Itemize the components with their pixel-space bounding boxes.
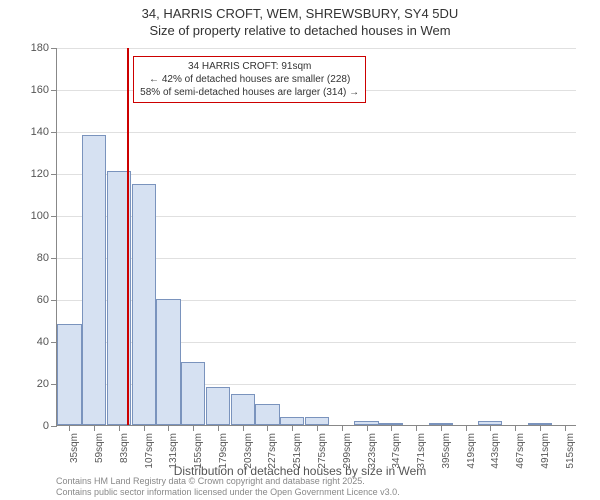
- histogram-bar: [132, 184, 156, 426]
- y-tick-label: 180: [31, 42, 57, 54]
- y-tick-label: 40: [37, 336, 57, 348]
- histogram-bar: [181, 362, 205, 425]
- x-tick: [69, 425, 70, 431]
- chart-container: 34, HARRIS CROFT, WEM, SHREWSBURY, SY4 5…: [0, 0, 600, 500]
- x-tick: [441, 425, 442, 431]
- y-tick-label: 20: [37, 378, 57, 390]
- x-tick-label: 83sqm: [119, 433, 130, 463]
- histogram-bar: [156, 299, 180, 425]
- y-tick-label: 100: [31, 210, 57, 222]
- x-tick: [243, 425, 244, 431]
- x-tick: [515, 425, 516, 431]
- y-tick-label: 80: [37, 252, 57, 264]
- histogram-bar: [57, 324, 81, 425]
- grid-line: [57, 48, 576, 49]
- histogram-bar: [82, 135, 106, 425]
- histogram-bar: [231, 394, 255, 426]
- grid-line: [57, 132, 576, 133]
- grid-line: [57, 174, 576, 175]
- annotation-line2: ← 42% of detached houses are smaller (22…: [140, 73, 359, 86]
- x-tick: [342, 425, 343, 431]
- footer-attribution: Contains HM Land Registry data © Crown c…: [56, 476, 400, 498]
- histogram-bar: [280, 417, 304, 425]
- x-tick: [466, 425, 467, 431]
- histogram-bar: [305, 417, 329, 425]
- marker-line: [127, 48, 129, 425]
- x-tick: [168, 425, 169, 431]
- y-tick-label: 60: [37, 294, 57, 306]
- x-tick: [94, 425, 95, 431]
- chart-title-line2: Size of property relative to detached ho…: [0, 23, 600, 38]
- annotation-line3: 58% of semi-detached houses are larger (…: [140, 86, 359, 99]
- x-tick: [416, 425, 417, 431]
- x-tick: [144, 425, 145, 431]
- y-tick-label: 140: [31, 126, 57, 138]
- x-tick-label: 35sqm: [69, 433, 80, 463]
- plot-area: 02040608010012014016018035sqm59sqm83sqm1…: [56, 48, 576, 426]
- y-tick-label: 120: [31, 168, 57, 180]
- footer-line2: Contains public sector information licen…: [56, 487, 400, 498]
- y-tick-label: 0: [43, 420, 57, 432]
- x-tick: [267, 425, 268, 431]
- x-tick: [540, 425, 541, 431]
- x-tick: [391, 425, 392, 431]
- y-tick-label: 160: [31, 84, 57, 96]
- histogram-bar: [255, 404, 279, 425]
- x-tick: [565, 425, 566, 431]
- x-tick: [367, 425, 368, 431]
- footer-line1: Contains HM Land Registry data © Crown c…: [56, 476, 400, 487]
- annotation-line1: 34 HARRIS CROFT: 91sqm: [140, 60, 359, 73]
- x-tick: [119, 425, 120, 431]
- x-tick: [193, 425, 194, 431]
- x-tick: [218, 425, 219, 431]
- x-tick-label: 59sqm: [94, 433, 105, 463]
- x-tick: [317, 425, 318, 431]
- x-tick: [292, 425, 293, 431]
- x-tick: [490, 425, 491, 431]
- chart-title-line1: 34, HARRIS CROFT, WEM, SHREWSBURY, SY4 5…: [0, 0, 600, 23]
- histogram-bar: [206, 387, 230, 425]
- annotation-box: 34 HARRIS CROFT: 91sqm ← 42% of detached…: [133, 56, 366, 103]
